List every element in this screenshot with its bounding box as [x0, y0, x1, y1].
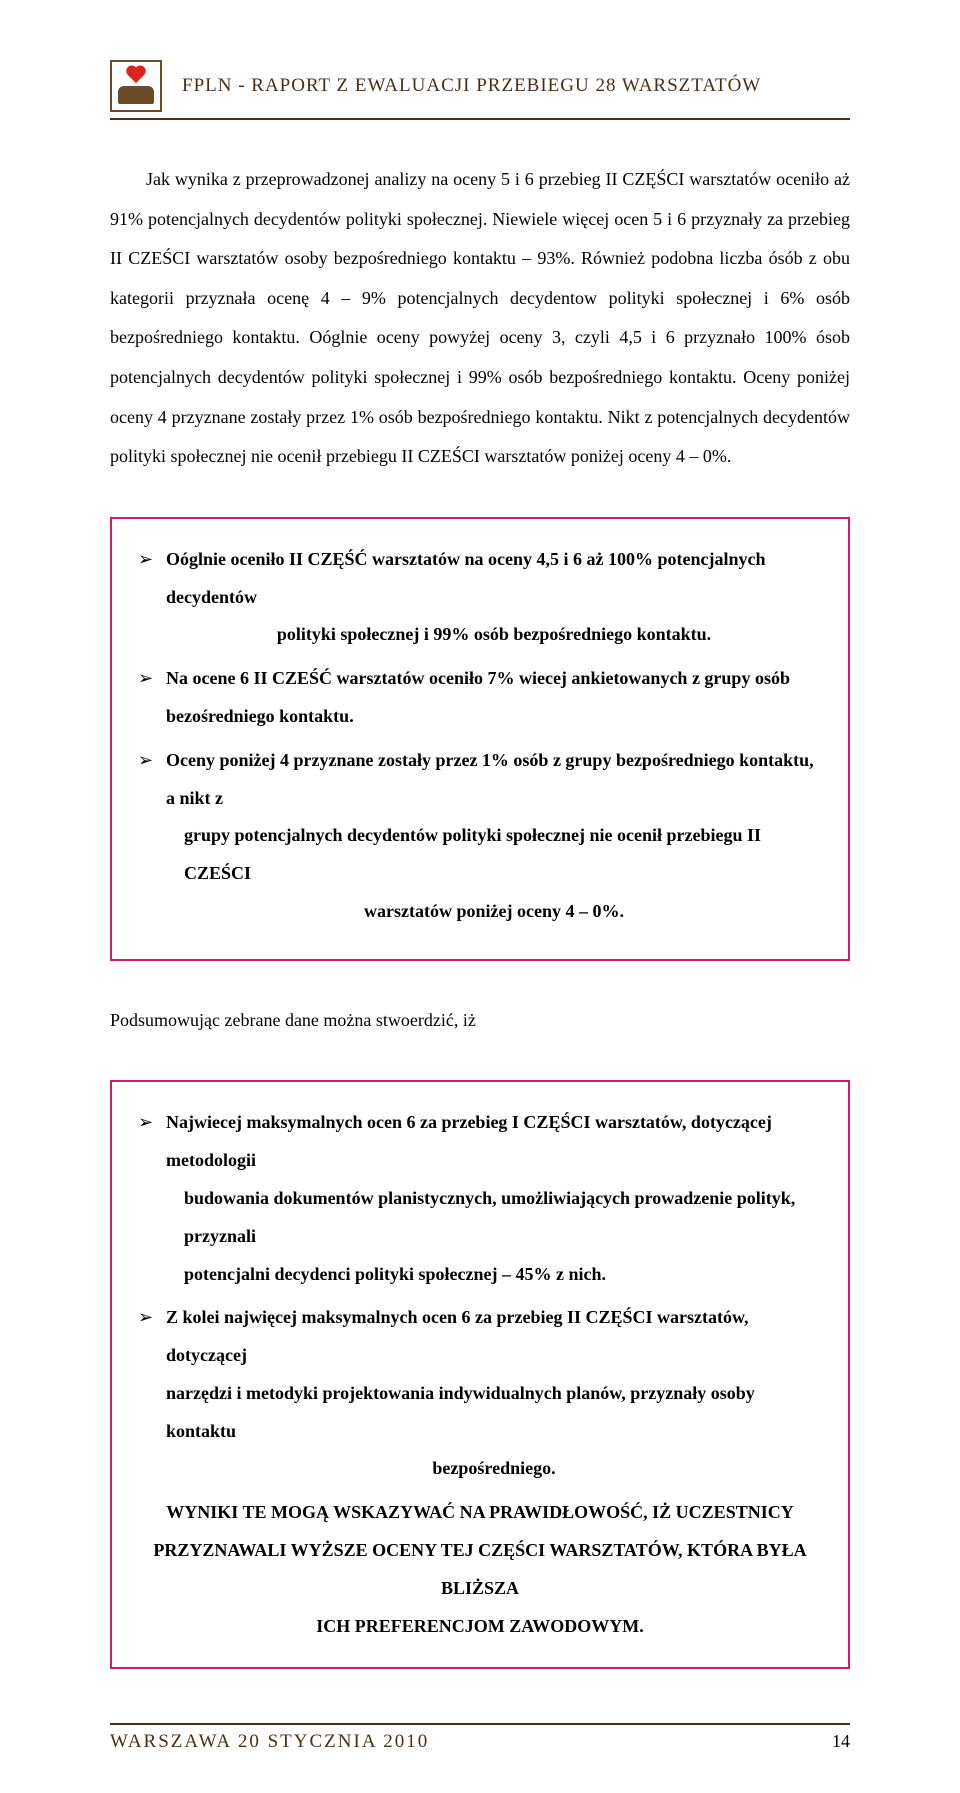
summary2-conclusion-2: PRZYZNAWALI WYŻSZE OCENY TEJ CZĘŚCI WARS…: [138, 1532, 822, 1608]
summary-box-1: ➢ Oóglnie oceniło II CZĘŚĆ warsztatów na…: [110, 517, 850, 961]
page-footer: WARSZAWA 20 STYCZNIA 2010 14: [110, 1723, 850, 1753]
logo-icon: [110, 60, 162, 112]
bullet-arrow-icon: ➢: [138, 541, 166, 654]
summary2-conclusion-1: WYNIKI TE MOGĄ WSKAZYWAĆ NA PRAWIDŁOWOŚĆ…: [138, 1494, 822, 1532]
page-number: 14: [832, 1731, 850, 1752]
summary1-item1: Oóglnie oceniło II CZĘŚĆ warsztatów na o…: [166, 541, 822, 654]
bullet-arrow-icon: ➢: [138, 1104, 166, 1293]
footer-divider: [110, 1723, 850, 1725]
bullet-arrow-icon: ➢: [138, 742, 166, 931]
bullet-arrow-icon: ➢: [138, 1299, 166, 1488]
paragraph-1: Jak wynika z przeprowadzonej analizy na …: [110, 160, 850, 477]
summary2-item1: Najwiecej maksymalnych ocen 6 za przebie…: [166, 1104, 822, 1293]
body-paragraphs: Jak wynika z przeprowadzonej analizy na …: [110, 160, 850, 477]
summary-box-2: ➢ Najwiecej maksymalnych ocen 6 za przeb…: [110, 1080, 850, 1669]
intermission-text: Podsumowując zebrane dane można stwoerdz…: [110, 1001, 850, 1041]
bullet-arrow-icon: ➢: [138, 660, 166, 736]
summary1-item2: Na ocene 6 II CZEŚĆ warsztatów oceniło 7…: [166, 660, 822, 736]
footer-date: WARSZAWA 20 STYCZNIA 2010: [110, 1731, 429, 1753]
summary2-item2: Z kolei najwięcej maksymalnych ocen 6 za…: [166, 1299, 822, 1488]
summary1-item3: Oceny poniżej 4 przyznane zostały przez …: [166, 742, 822, 931]
header-divider: [110, 118, 850, 120]
page-header: FPLN - RAPORT Z EWALUACJI PRZEBIEGU 28 W…: [110, 60, 850, 112]
header-title: FPLN - RAPORT Z EWALUACJI PRZEBIEGU 28 W…: [182, 75, 761, 97]
summary2-conclusion-3: ICH PREFERENCJOM ZAWODOWYM.: [138, 1608, 822, 1646]
